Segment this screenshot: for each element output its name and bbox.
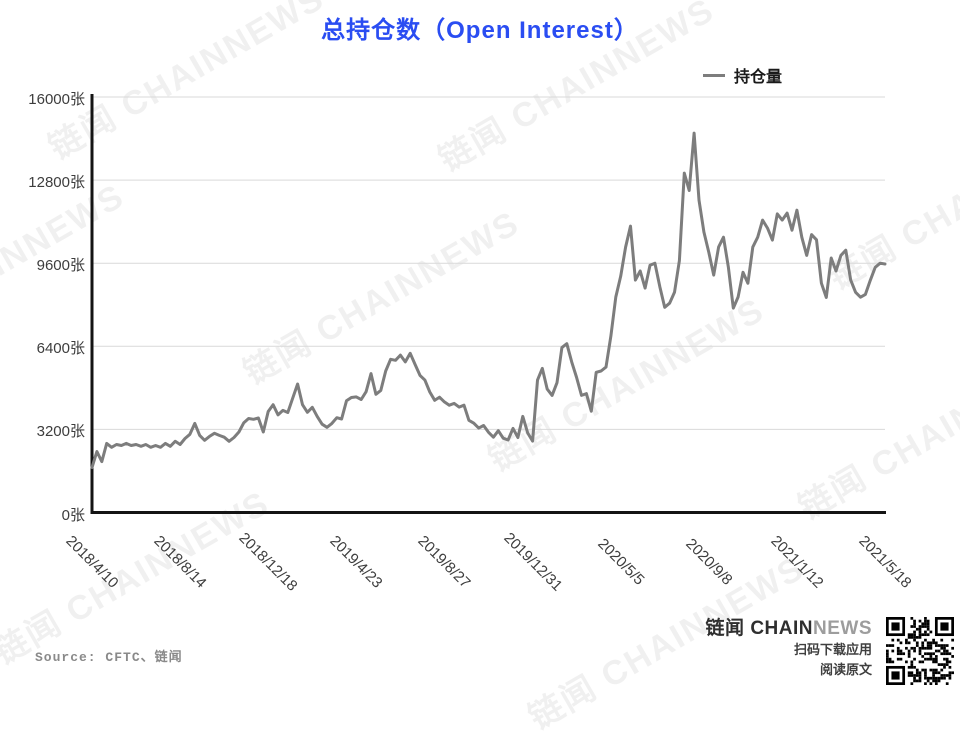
brand-logo-primary: 链闻 CHAIN [705, 618, 813, 639]
legend-label: 持仓量 [734, 69, 783, 86]
legend-line-swatch [703, 73, 725, 77]
line-chart-plot [90, 94, 887, 514]
qr-code [886, 617, 954, 685]
y-tick-label-6400: 6400张 [36, 340, 85, 358]
brand-logo: 链闻 CHAINNEWS [706, 617, 872, 640]
source-attribution: Source: CFTC、链闻 [35, 650, 183, 665]
brand-scan-hint: 扫码下载应用 [793, 642, 872, 657]
chart-title: 总持仓数（Open Interest） [321, 17, 639, 44]
y-tick-label-12800: 12800张 [28, 174, 85, 192]
brand-read-original: 阅读原文 [819, 662, 872, 677]
brand-block: 链闻 CHAINNEWS 扫码下载应用 阅读原文 [706, 617, 872, 680]
series-open-interest [90, 131, 887, 470]
y-tick-label-0: 0张 [61, 506, 85, 524]
brand-logo-secondary: NEWS [813, 618, 872, 639]
y-tick-label-3200: 3200张 [36, 423, 85, 441]
y-tick-label-9600: 9600张 [36, 257, 85, 275]
y-tick-label-16000: 16000张 [28, 91, 85, 108]
legend: 持仓量 [703, 63, 782, 87]
